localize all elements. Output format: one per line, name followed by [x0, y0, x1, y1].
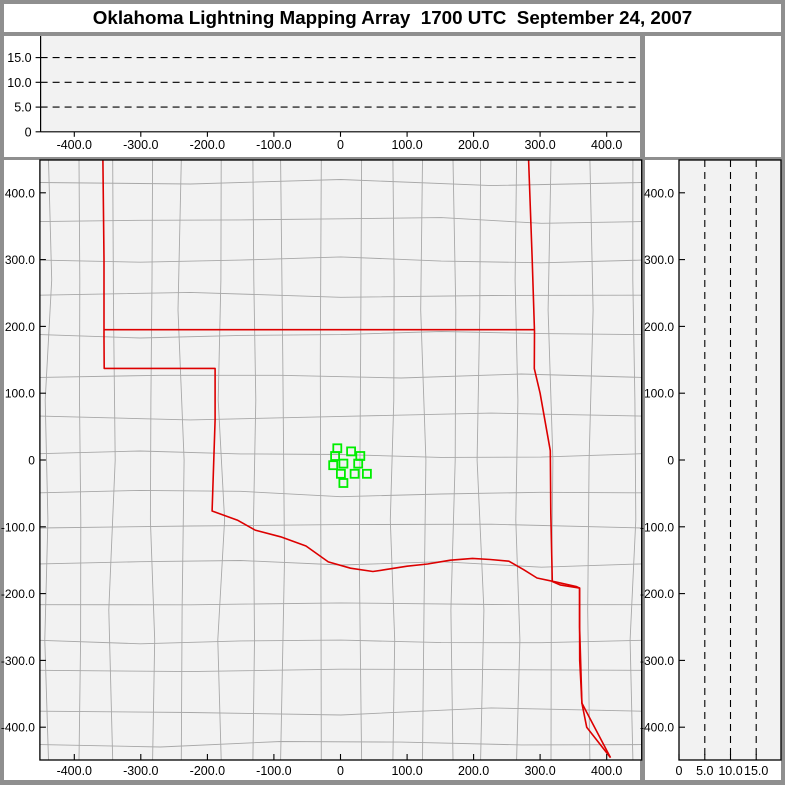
- svg-text:200.0: 200.0: [5, 320, 35, 334]
- svg-text:5.0: 5.0: [14, 100, 31, 114]
- svg-text:0: 0: [667, 454, 674, 468]
- svg-text:400.0: 400.0: [591, 137, 622, 151]
- svg-text:300.0: 300.0: [524, 764, 555, 778]
- svg-text:200.0: 200.0: [458, 137, 489, 151]
- svg-text:-200.0: -200.0: [1, 587, 35, 601]
- svg-text:-400.0: -400.0: [57, 764, 92, 778]
- svg-text:300.0: 300.0: [524, 137, 555, 151]
- svg-text:-300.0: -300.0: [123, 137, 158, 151]
- svg-text:-100.0: -100.0: [640, 520, 674, 534]
- svg-text:-300.0: -300.0: [123, 764, 158, 778]
- svg-text:15.0: 15.0: [744, 764, 768, 778]
- svg-text:200.0: 200.0: [644, 320, 674, 334]
- svg-text:-100.0: -100.0: [256, 764, 291, 778]
- svg-text:0: 0: [337, 137, 344, 151]
- svg-text:10.0: 10.0: [718, 764, 742, 778]
- svg-text:400.0: 400.0: [591, 764, 622, 778]
- svg-text:-200.0: -200.0: [640, 587, 674, 601]
- svg-text:15.0: 15.0: [7, 51, 31, 65]
- svg-text:-200.0: -200.0: [190, 764, 225, 778]
- svg-text:10.0: 10.0: [7, 75, 31, 89]
- svg-text:-400.0: -400.0: [640, 721, 674, 735]
- svg-text:0: 0: [676, 764, 683, 778]
- svg-text:0: 0: [28, 454, 35, 468]
- svg-text:-400.0: -400.0: [1, 721, 35, 735]
- svg-text:200.0: 200.0: [458, 764, 489, 778]
- svg-text:-100.0: -100.0: [256, 137, 291, 151]
- svg-text:400.0: 400.0: [5, 186, 35, 200]
- svg-text:-200.0: -200.0: [190, 137, 225, 151]
- svg-text:-100.0: -100.0: [1, 520, 35, 534]
- svg-text:100.0: 100.0: [5, 387, 35, 401]
- svg-text:100.0: 100.0: [391, 764, 422, 778]
- svg-text:0: 0: [25, 125, 32, 139]
- svg-text:400.0: 400.0: [644, 186, 674, 200]
- svg-text:-400.0: -400.0: [57, 137, 92, 151]
- svg-text:300.0: 300.0: [644, 253, 674, 267]
- svg-text:100.0: 100.0: [391, 137, 422, 151]
- svg-text:300.0: 300.0: [5, 253, 35, 267]
- svg-text:-300.0: -300.0: [1, 654, 35, 668]
- svg-text:100.0: 100.0: [644, 387, 674, 401]
- svg-text:5.0: 5.0: [696, 764, 713, 778]
- svg-text:0: 0: [337, 764, 344, 778]
- svg-text:-300.0: -300.0: [640, 654, 674, 668]
